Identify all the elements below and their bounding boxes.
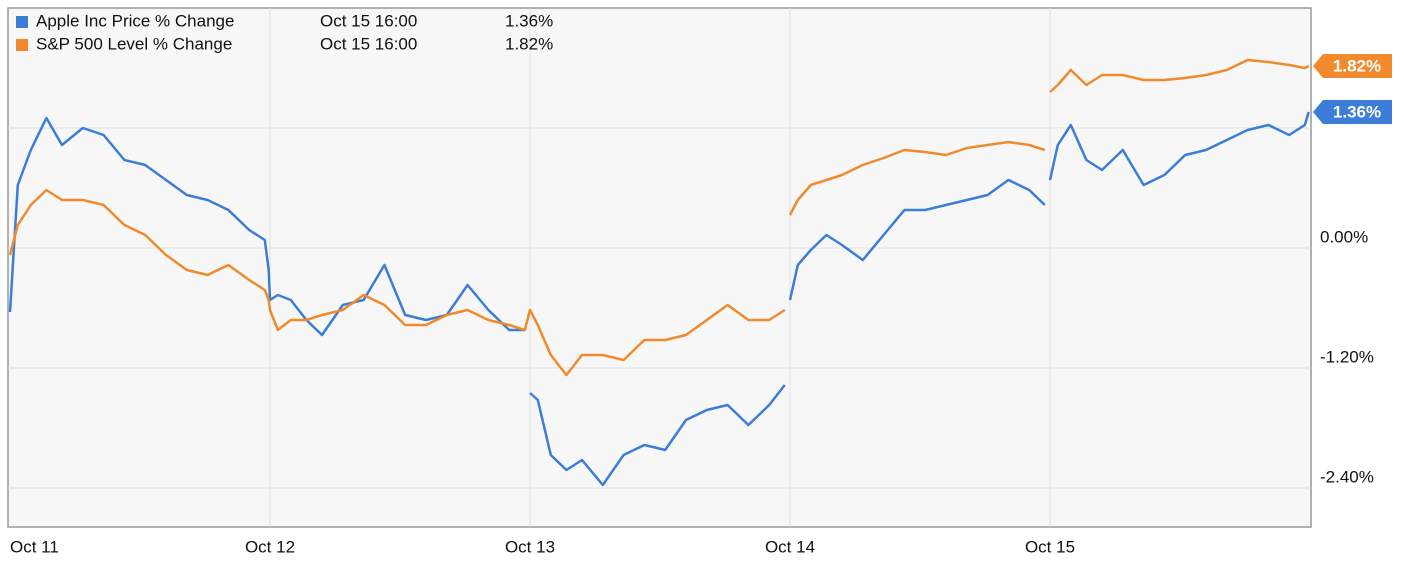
- x-tick-label: Oct 14: [765, 537, 815, 556]
- legend-swatch: [16, 16, 28, 28]
- grid: [8, 8, 1311, 527]
- series-line: [8, 58, 1310, 377]
- end-tag-label: 1.82%: [1333, 56, 1381, 75]
- x-tick-label: Oct 15: [1025, 537, 1075, 556]
- legend-value: 1.82%: [505, 34, 553, 53]
- legend-time: Oct 15 16:00: [320, 11, 417, 30]
- legend-swatch: [16, 39, 28, 51]
- legend-label: S&P 500 Level % Change: [36, 34, 232, 53]
- end-tag-label: 1.36%: [1333, 102, 1381, 121]
- x-tick-label: Oct 13: [505, 537, 555, 556]
- end-tag: [1313, 100, 1392, 124]
- legend-label: Apple Inc Price % Change: [36, 11, 234, 30]
- legend-value: 1.36%: [505, 11, 553, 30]
- series-line: [8, 111, 1310, 487]
- end-tag: [1313, 54, 1392, 78]
- y-tick-label: -2.40%: [1320, 467, 1374, 486]
- x-tick-label: Oct 11: [10, 537, 59, 556]
- x-tick-label: Oct 12: [245, 537, 295, 556]
- y-tick-label: -1.20%: [1320, 347, 1374, 366]
- lines: [8, 58, 1310, 487]
- y-tick-label: 0.00%: [1320, 227, 1368, 246]
- legend-time: Oct 15 16:00: [320, 34, 417, 53]
